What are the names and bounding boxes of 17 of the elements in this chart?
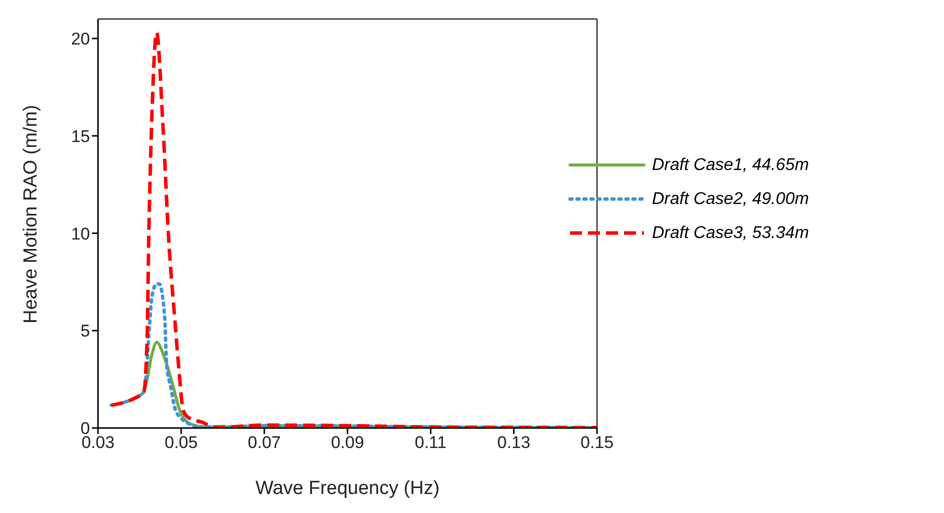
x-tick-label: 0.09 [330, 433, 364, 452]
y-tick-label: 10 [71, 224, 90, 244]
x-tick-label: 0.15 [580, 433, 614, 452]
line-series [110, 30, 597, 428]
legend-label: Draft Case3, 53.34m [652, 223, 809, 243]
legend-label: Draft Case2, 49.00m [652, 189, 809, 209]
x-tick-label: 0.05 [164, 433, 198, 452]
x-tick-label: 0.07 [248, 433, 281, 452]
x-tick-label: 0.11 [414, 433, 447, 452]
x-tick-label: 0.13 [497, 433, 530, 452]
y-tick-label: 5 [80, 322, 90, 341]
y-tick-label: 15 [71, 126, 90, 146]
x-axis-title: Wave Frequency (Hz) [255, 478, 440, 499]
x-tick-label: 0.03 [81, 433, 115, 452]
y-tick-label: 20 [71, 30, 90, 49]
legend-label: Draft Case1, 44.65m [652, 155, 809, 175]
y-axis-title: Heave Motion RAO (m/m) [20, 104, 42, 324]
